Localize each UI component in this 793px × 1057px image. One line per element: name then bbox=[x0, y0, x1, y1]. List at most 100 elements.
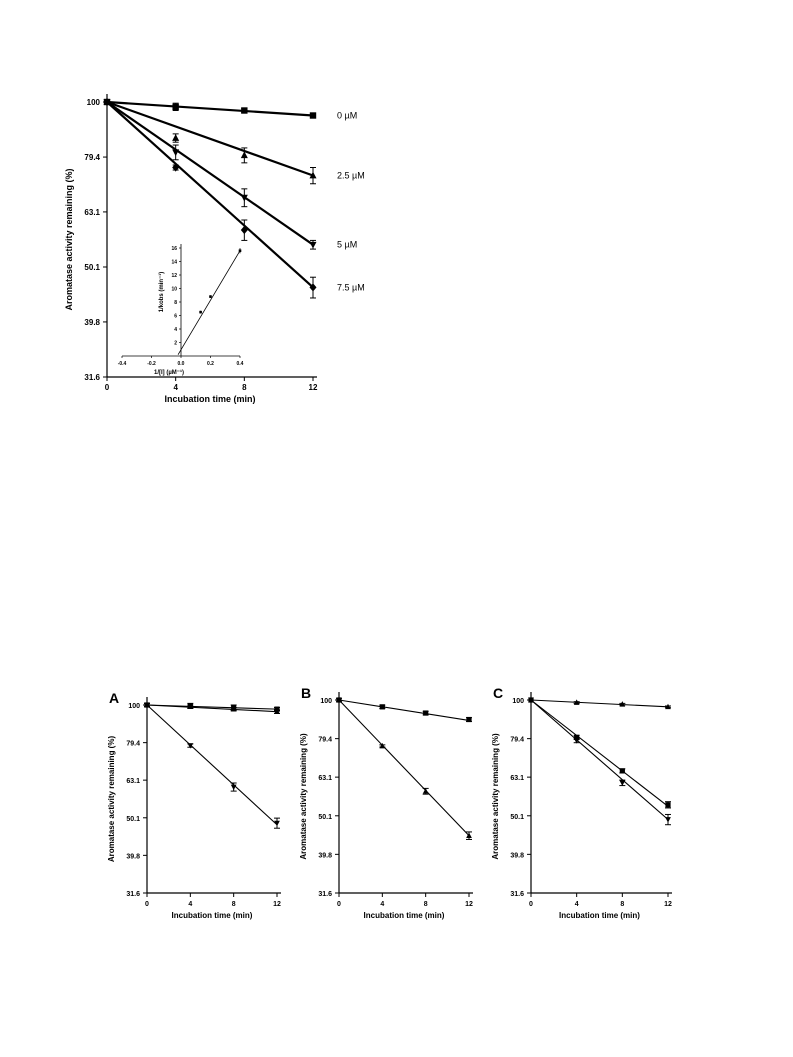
panel-letter: A bbox=[109, 690, 119, 706]
y-tick-label: 31.6 bbox=[510, 891, 524, 898]
data-point bbox=[274, 708, 280, 715]
fit-line bbox=[146, 704, 278, 713]
inset-y-tick-label: 6 bbox=[174, 314, 177, 320]
y-tick-label: 31.6 bbox=[84, 373, 100, 382]
x-tick-label: 8 bbox=[232, 901, 236, 908]
y-tick-label: 63.1 bbox=[126, 778, 140, 785]
data-point bbox=[241, 107, 248, 114]
series-label: 5 µM bbox=[337, 240, 357, 250]
inset-data-point bbox=[209, 295, 212, 298]
y-tick-label: 39.8 bbox=[84, 318, 100, 327]
y-tick-label: 39.8 bbox=[126, 853, 140, 860]
x-tick-label: 4 bbox=[380, 901, 384, 908]
y-tick-label: 100 bbox=[128, 703, 140, 710]
data-point bbox=[144, 702, 150, 709]
series-triangle bbox=[528, 696, 671, 710]
y-axis-label: Aromatase activity remaining (%) bbox=[491, 733, 500, 860]
data-point bbox=[172, 163, 180, 172]
inset-x-tick-label: -0.4 bbox=[118, 361, 127, 367]
y-axis-label: Aromatase activity remaining (%) bbox=[299, 733, 308, 860]
data-point bbox=[230, 784, 237, 791]
data-point bbox=[379, 704, 385, 710]
data-point bbox=[573, 699, 580, 705]
y-tick-label: 100 bbox=[320, 698, 332, 705]
y-tick-label: 39.8 bbox=[318, 852, 332, 859]
fit-line bbox=[338, 699, 470, 837]
panel-letter: B bbox=[301, 685, 311, 701]
data-point bbox=[379, 742, 386, 749]
inset-fit-line bbox=[177, 250, 241, 355]
inset-y-tick-label: 4 bbox=[174, 327, 177, 333]
data-point bbox=[172, 149, 180, 157]
x-tick-label: 12 bbox=[273, 901, 281, 908]
fit-line bbox=[530, 699, 669, 820]
y-tick-label: 79.4 bbox=[510, 737, 524, 744]
series-triangle bbox=[144, 701, 280, 715]
y-tick-label: 100 bbox=[87, 98, 101, 107]
y-tick-label: 31.6 bbox=[318, 891, 332, 898]
y-tick-label: 63.1 bbox=[84, 208, 100, 217]
series-label: 2.5 µM bbox=[337, 170, 365, 180]
data-point bbox=[240, 194, 248, 202]
y-axis-label: Aromatase activity remaining (%) bbox=[107, 736, 116, 863]
series-square: 0 µM bbox=[103, 98, 357, 121]
data-point bbox=[619, 768, 625, 774]
data-point bbox=[573, 738, 580, 744]
data-point bbox=[309, 241, 317, 249]
data-point bbox=[423, 710, 429, 716]
y-tick-label: 50.1 bbox=[510, 814, 524, 821]
x-tick-label: 4 bbox=[575, 901, 579, 908]
data-point bbox=[103, 97, 111, 107]
y-tick-label: 100 bbox=[512, 698, 524, 705]
series-diamond: 7.5 µM bbox=[103, 97, 365, 299]
data-point bbox=[665, 802, 671, 808]
x-tick-label: 8 bbox=[242, 383, 247, 392]
inset-x-tick-label: 0.2 bbox=[207, 361, 214, 367]
data-point bbox=[309, 112, 317, 119]
chart-B: 100 79.4 63.1 50.1 39.8 31.6 0 4 8 12 Incubation t… bbox=[299, 685, 473, 920]
fit-line bbox=[106, 100, 314, 117]
y-tick-label: 50.1 bbox=[126, 816, 140, 823]
x-tick-label: 12 bbox=[465, 901, 473, 908]
x-tick-label: 4 bbox=[173, 383, 178, 392]
fit-line bbox=[106, 100, 314, 177]
data-point bbox=[574, 734, 580, 740]
inset-x-axis-label: 1/[I] (µM⁻¹) bbox=[154, 369, 184, 376]
y-tick-label: 50.1 bbox=[318, 814, 332, 821]
panel-letter: C bbox=[493, 685, 503, 701]
fit-line bbox=[146, 704, 278, 826]
x-tick-label: 8 bbox=[620, 901, 624, 908]
x-tick-label: 12 bbox=[664, 901, 672, 908]
fit-line bbox=[338, 699, 470, 722]
data-point bbox=[336, 696, 342, 703]
chart-inset: 2 4 6 8 10 12 14 16 -0.4 -0.2 0.0 0.2 0.4 1/[I] (µM⁻¹… bbox=[118, 244, 244, 376]
x-axis-label: Incubation time (min) bbox=[172, 911, 253, 920]
series-square bbox=[528, 697, 671, 809]
inset-data-point bbox=[199, 310, 202, 314]
inset-x-tick-label: -0.2 bbox=[147, 361, 156, 367]
x-axis-label: Incubation time (min) bbox=[364, 911, 445, 920]
x-tick-label: 12 bbox=[309, 383, 318, 392]
fit-line bbox=[106, 101, 314, 289]
x-tick-label: 0 bbox=[529, 901, 533, 908]
inset-y-axis-label: 1/kobs (min⁻¹) bbox=[158, 272, 165, 313]
series-label: 7.5 µM bbox=[337, 282, 365, 292]
y-tick-label: 39.8 bbox=[510, 852, 524, 859]
data-point bbox=[309, 171, 317, 179]
inset-y-tick-label: 2 bbox=[174, 341, 177, 347]
data-point bbox=[172, 103, 179, 111]
data-point bbox=[172, 134, 180, 141]
inset-y-tick-label: 16 bbox=[171, 246, 177, 252]
fit-line bbox=[530, 699, 669, 708]
fit-line bbox=[530, 699, 669, 807]
x-tick-label: 0 bbox=[105, 383, 110, 392]
series-label: 0 µM bbox=[337, 111, 357, 121]
data-point bbox=[240, 151, 248, 159]
chart-C: 100 79.4 63.1 50.1 39.8 31.6 0 4 8 12 Incubation t… bbox=[491, 685, 672, 920]
chart-A: 100 79.4 63.1 50.1 39.8 31.6 0 4 8 12 Incubation t… bbox=[107, 690, 281, 920]
data-point bbox=[274, 820, 280, 827]
series-triangle-down bbox=[528, 697, 671, 826]
data-point bbox=[187, 703, 194, 709]
fit-line bbox=[106, 101, 314, 246]
x-tick-label: 0 bbox=[145, 901, 149, 908]
